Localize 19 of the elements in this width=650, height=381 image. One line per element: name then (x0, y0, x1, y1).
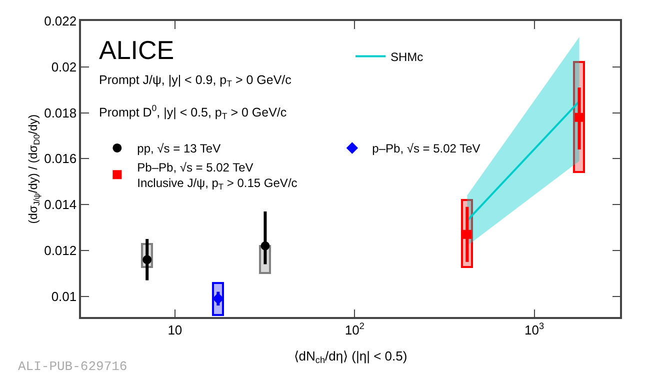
x-tick-label: 10 (168, 322, 182, 338)
legend-label: pp, √s = 13 TeV (137, 142, 221, 156)
y-tick-label: 0.016 (44, 151, 77, 166)
annotation: Prompt J/ψ, |y| < 0.9, p$_{T}$ > 0 GeV/c (99, 73, 292, 89)
text: ALI-PUB-629716 (18, 359, 128, 374)
x-tick-label: 10$^{3}$ (524, 320, 544, 338)
x-tick-label: 10$^{2}$ (344, 320, 364, 338)
annotation: ALICE (99, 35, 174, 65)
annotation: Prompt D$^{0}$, |y| < 0.5, p$_{T}$ > 0 GeV/c (99, 103, 287, 121)
legend-label: p–Pb, √s = 5.02 TeV (372, 142, 480, 156)
y-tick-label: 0.012 (44, 243, 77, 258)
y-tick-label: 0.018 (44, 105, 77, 120)
legend-label: SHMc (390, 50, 424, 64)
y-tick-label: 0.02 (51, 59, 77, 74)
x-axis-title: ⟨dN$_{ch}$/dη⟩ (|η| < 0.5) (294, 348, 408, 366)
y-tick-label: 0.01 (51, 288, 77, 304)
legend-label: Pb–Pb, √s = 5.02 TeV Inclusive J/ψ, p$_{T}$ > 0.15 GeV/c (137, 160, 298, 192)
y-tick-label: 0.022 (44, 14, 77, 29)
y-tick-label: 0.014 (44, 197, 77, 212)
